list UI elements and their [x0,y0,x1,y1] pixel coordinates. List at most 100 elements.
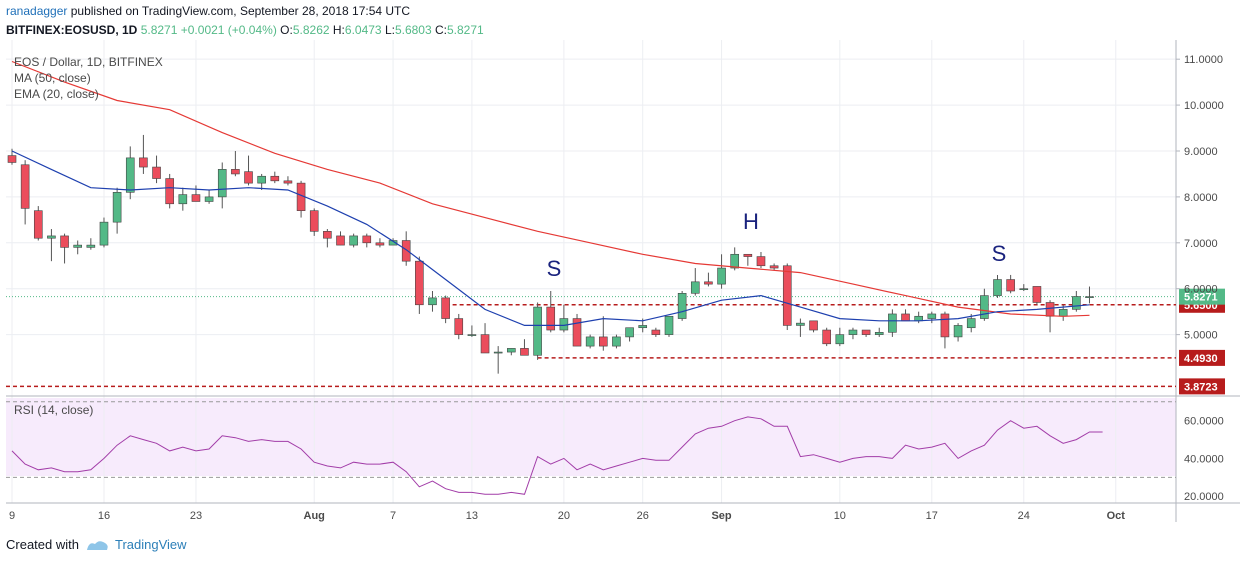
candle-body-52 [690,281,700,294]
rsi-tick-2: 60.0000 [1184,416,1224,428]
created-with-text: Created with [6,537,79,552]
symbol-label: BITFINEX:EOSUSD, 1D [6,23,138,37]
candle-body-3 [47,235,56,239]
time-tick-4: 7 [390,510,396,522]
author-link[interactable]: ranadagger [6,4,68,18]
last-price: 5.8271 [140,23,178,37]
candle-body-9 [125,157,135,193]
price-tick-6: 7.0000 [1184,238,1218,250]
price-tag-0: 3.8723 [1184,381,1218,393]
candle-body-71 [940,313,950,338]
candle-body-20 [270,175,280,182]
candle-body-77 [1019,288,1029,291]
ma50-line [11,60,1090,317]
chart-header: ranadagger published on TradingView.com,… [6,3,410,20]
candle-body-26 [349,235,358,246]
price-label-bg-1 [1179,349,1225,366]
candle-body-24 [323,231,332,239]
candle-body-38 [507,348,516,353]
candle-body-57 [756,256,766,267]
candle-body-51 [677,293,687,319]
time-axis: 9 16 23 Aug 7 13 20 26 Sep 10 17 24 Oct [9,510,1125,522]
candle-body-1 [20,164,30,209]
candle-body-70 [927,313,937,319]
legend-title: EOS / Dollar, 1D, BITFINEX [14,55,163,69]
price-tick-5: 6.0000 [1184,284,1218,296]
candle-body-2 [33,210,43,239]
time-tick-10: 17 [926,510,938,522]
candle-body-60 [796,322,805,326]
price-tick-8: 9.0000 [1184,146,1218,158]
high-label: H: [332,23,345,37]
legend-ma: MA (50, close) [14,71,91,85]
candle-body-58 [769,265,779,269]
rsi-tick-1: 40.0000 [1184,453,1224,465]
candle-body-21 [283,180,293,184]
candle-body-67 [888,313,897,333]
candle-body-45 [598,336,608,347]
candle-body-11 [152,166,161,179]
candle-body-47 [625,327,634,338]
price-tag-4: 5.8271 [1184,292,1218,304]
time-tick-5: 13 [466,510,478,522]
pattern-label-left-shoulder: S [547,256,562,281]
high-value: 6.0473 [344,23,382,37]
time-tick-3: Aug [304,510,325,522]
time-tick-8: Sep [711,510,731,522]
rsi-axis: 20.0000 40.0000 60.0000 [1184,416,1224,504]
time-tick-11: 24 [1018,510,1030,522]
candle-body-46 [612,336,621,347]
candle-body-76 [1006,279,1015,292]
candle-body-53 [704,281,713,285]
candle-body-44 [585,336,595,347]
price-tick-9: 10.0000 [1184,100,1224,112]
close-label: C: [435,23,447,37]
low-label: L: [384,23,395,37]
candle-body-0 [7,155,17,163]
candle-body-72 [953,325,963,338]
time-tick-0: 9 [9,510,15,522]
pattern-label-right-shoulder: S [992,241,1007,266]
candle-body-62 [822,329,831,345]
candle-body-75 [993,279,1002,296]
candle-body-4 [60,235,69,248]
candle-body-15 [204,196,214,202]
time-tick-12: Oct [1107,510,1126,522]
time-tick-9: 10 [834,510,846,522]
candle-body-59 [782,265,792,326]
candle-body-73 [966,318,976,329]
footer: Created with TradingView [6,536,187,554]
candle-body-40 [533,306,542,356]
close-value: 5.8271 [447,23,484,37]
candle-body-18 [244,171,253,184]
candle-body-43 [572,318,582,347]
candle-body-25 [336,235,345,246]
price-change: +0.0021 (+0.04%) [180,23,277,37]
price-label-bg-4 [1179,288,1225,305]
candle-body-55 [730,253,740,269]
pattern-label-head: H [743,209,759,234]
open-value: 5.8262 [292,23,330,37]
candle-body-30 [401,240,411,262]
candle-body-12 [165,178,174,205]
candle-body-54 [717,267,726,285]
tradingview-brand-link[interactable]: TradingView [114,537,187,552]
candle-body-65 [861,329,871,335]
candle-body-7 [99,221,109,246]
candle-body-64 [848,329,858,335]
candle-body-66 [874,332,884,335]
candle-body-68 [901,313,910,322]
time-tick-6: 20 [558,510,570,522]
price-label-bg-0 [1179,378,1225,395]
candle-body-79 [1045,302,1055,317]
candle-body-78 [1032,286,1042,303]
tradingview-logo-icon [86,541,108,550]
time-tick-1: 16 [98,510,110,522]
candle-body-35 [467,334,477,336]
time-tick-2: 23 [190,510,202,522]
candle-body-82 [1085,296,1094,298]
candle-body-81 [1072,296,1081,310]
price-axis: 3.87234.49305.00005.65005.82716.00007.00… [1176,54,1225,395]
candle-body-27 [362,235,372,244]
